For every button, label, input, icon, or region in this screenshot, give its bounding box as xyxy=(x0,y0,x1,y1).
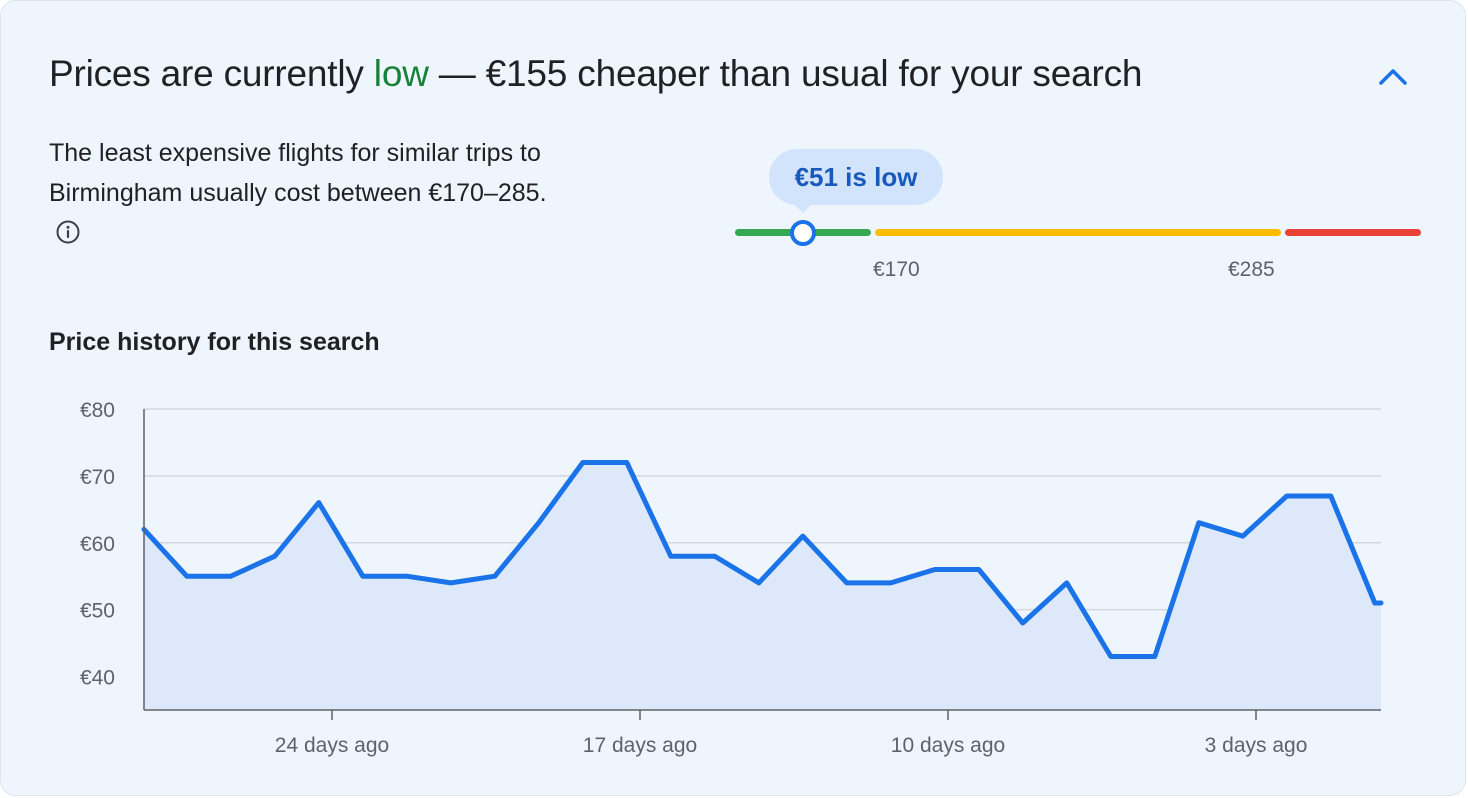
high-price-range-bar xyxy=(1285,229,1421,236)
y-tick-label: €50 xyxy=(80,600,115,623)
x-tick-label: 10 days ago xyxy=(891,734,1005,757)
price-history-title: Price history for this search xyxy=(49,328,380,356)
typical-price-description: The least expensive flights for similar … xyxy=(49,133,569,253)
info-icon[interactable] xyxy=(55,217,81,244)
x-tick-label: 24 days ago xyxy=(275,734,389,757)
x-tick-label: 3 days ago xyxy=(1205,734,1308,757)
headline-prefix: Prices are currently xyxy=(49,53,374,94)
current-price-bubble: €51 is low xyxy=(769,149,943,205)
typical-price-range-bar xyxy=(875,229,1281,236)
range-high-label: €285 xyxy=(1228,258,1275,281)
y-tick-label: €80 xyxy=(80,399,115,422)
x-tick-label: 17 days ago xyxy=(583,734,697,757)
current-price-marker xyxy=(790,220,816,246)
price-area xyxy=(144,462,1381,710)
price-line xyxy=(141,460,1384,659)
price-insight-headline: Prices are currently low — €155 cheaper … xyxy=(49,51,1142,97)
chevron-up-icon xyxy=(1379,69,1407,85)
collapse-button[interactable] xyxy=(1371,55,1415,99)
bubble-pointer xyxy=(793,203,813,213)
range-low-label: €170 xyxy=(873,258,920,281)
typical-price-text: The least expensive flights for similar … xyxy=(49,139,547,207)
y-tick-label: €40 xyxy=(80,667,115,690)
price-level-label: low xyxy=(373,53,429,94)
headline-suffix: — €155 cheaper than usual for your searc… xyxy=(428,53,1143,94)
y-tick-label: €60 xyxy=(80,533,115,556)
y-tick-label: €70 xyxy=(80,466,115,489)
